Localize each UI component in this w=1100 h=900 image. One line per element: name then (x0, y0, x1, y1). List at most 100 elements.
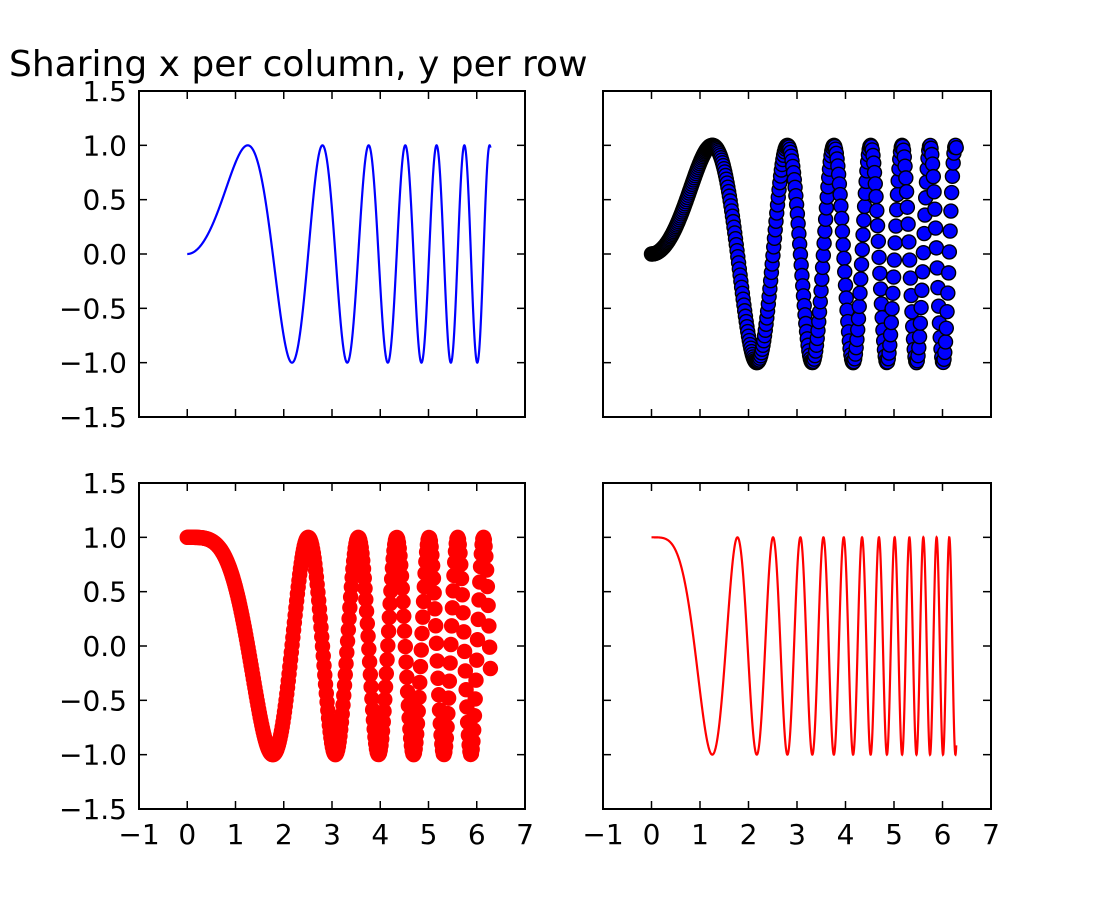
scatter-point (479, 578, 496, 595)
y-tick-label: 1.5 (82, 75, 127, 108)
scatter-point (885, 285, 901, 302)
scatter-point (925, 168, 942, 185)
scatter-point (453, 570, 470, 587)
scatter-point (942, 223, 958, 239)
scatter-point (469, 652, 485, 668)
scatter-point (927, 220, 944, 236)
subplot-bottom-left: −1 0 1 2 3 4 5 6 7 −1.5 −1.0 −0.5 0.0 0.5 1.0 1.5 (59, 467, 534, 851)
x-tick-label: 3 (788, 818, 806, 851)
scatter-point (414, 625, 430, 642)
scatter-point (399, 669, 415, 685)
scatter-point (443, 636, 459, 653)
scatter-point (937, 334, 954, 350)
plot-area (187, 144, 492, 364)
scatter-point (943, 203, 959, 219)
scatter-point (439, 719, 455, 735)
scatter-point (377, 691, 393, 708)
scatter-point (412, 658, 429, 675)
series-line (187, 144, 492, 364)
scatter-point (453, 556, 469, 573)
scatter-point (415, 593, 432, 610)
y-tick-label: 1.5 (82, 467, 127, 500)
scatter-point (834, 223, 851, 240)
scatter-point (478, 562, 495, 578)
scatter-point (898, 183, 915, 200)
scatter-point (854, 241, 870, 258)
y-tick-label: −1.0 (59, 739, 127, 772)
scatter-point (360, 628, 376, 644)
scatter-point (457, 663, 474, 679)
scatter-point (855, 227, 871, 243)
scatter-point (480, 597, 496, 614)
scatter-point (940, 265, 957, 281)
x-tick-label: 0 (643, 818, 661, 851)
scatter-point (948, 139, 964, 156)
scatter-point (914, 282, 930, 298)
scatter-point (380, 637, 396, 654)
scatter-point (361, 654, 378, 670)
y-tick-label: 0.0 (82, 238, 127, 271)
y-tick-label: −0.5 (59, 684, 127, 717)
scatter-point (481, 639, 498, 655)
scatter-point (901, 252, 918, 268)
scatter-point (413, 642, 429, 658)
subplot-bottom-right: −1 0 1 2 3 4 5 6 7 (582, 482, 1000, 851)
scatter-point (441, 673, 458, 689)
x-tick-label: 0 (178, 818, 196, 851)
scatter-point (481, 618, 497, 634)
scatter-point (456, 643, 473, 660)
plot-area (651, 535, 958, 757)
series-line (651, 535, 958, 757)
scatter-point (833, 210, 850, 227)
scatter-point (412, 674, 428, 691)
y-tick-label: 1.0 (82, 129, 127, 162)
scatter-point (944, 168, 961, 185)
scatter-point (885, 269, 902, 285)
scatter-point (901, 234, 917, 250)
x-tick-label: 2 (740, 818, 758, 851)
scatter-point (939, 303, 955, 320)
scatter-point (394, 580, 410, 596)
scatter-point (458, 681, 474, 698)
scatter-point (426, 585, 442, 601)
scatter-point (941, 244, 958, 260)
scatter-point (378, 665, 395, 682)
scatter-point (853, 256, 870, 273)
y-tick-label: −1.0 (59, 347, 127, 380)
scatter-point (914, 264, 931, 280)
scatter-point (440, 705, 456, 722)
scatter-point (425, 570, 442, 587)
y-tick-label: 0.5 (82, 184, 127, 217)
scatter-point (928, 240, 945, 256)
scatter-point (870, 233, 887, 250)
x-tick-label: 1 (691, 818, 709, 851)
scatter-point (851, 298, 867, 315)
scatter-point (397, 638, 414, 655)
scatter-point (887, 235, 903, 251)
scatter-point (835, 237, 851, 253)
y-tick-label: 0.5 (82, 576, 127, 609)
scatter-point (853, 271, 869, 287)
scatter-point (428, 618, 444, 634)
scatter-point (440, 690, 457, 706)
scatter-point (943, 184, 960, 201)
scatter-point (482, 660, 499, 677)
scatter-point (429, 653, 445, 669)
scatter-point (898, 170, 914, 186)
axes-frame (138, 90, 526, 418)
scatter-point (428, 635, 445, 651)
y-tick-label: 1.0 (82, 521, 127, 554)
scatter-point (442, 655, 458, 671)
x-tick-label: 7 (516, 818, 534, 851)
scatter-point (837, 277, 854, 293)
scatter-point (424, 557, 441, 574)
x-tick-label: −1 (118, 818, 159, 851)
scatter-point (938, 320, 955, 336)
scatter-point (900, 216, 916, 232)
subplot-top-right (602, 90, 992, 418)
scatter-point (396, 623, 413, 639)
scatter-point (382, 596, 398, 612)
scatter-point (456, 624, 472, 640)
x-tick-label: 3 (323, 818, 341, 851)
scatter-point (443, 618, 460, 634)
